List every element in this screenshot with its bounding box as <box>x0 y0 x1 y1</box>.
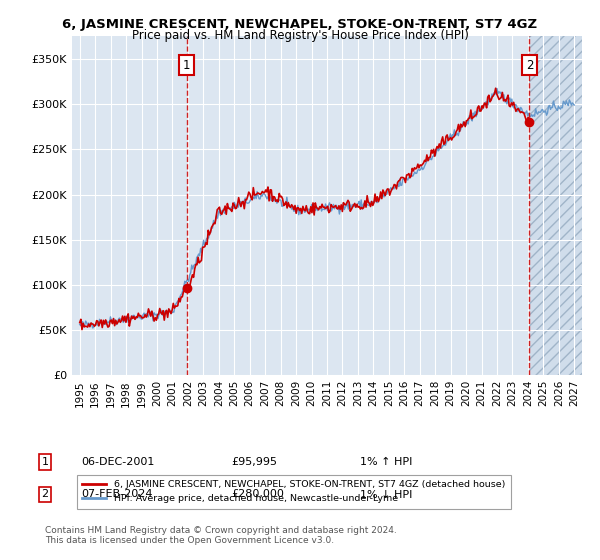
Bar <box>529 36 582 375</box>
Text: £95,995: £95,995 <box>231 457 277 467</box>
Text: 2: 2 <box>41 489 49 500</box>
Text: 2: 2 <box>526 59 533 72</box>
Text: 1% ↑ HPI: 1% ↑ HPI <box>360 457 412 467</box>
Text: 1: 1 <box>183 59 190 72</box>
Text: 06-DEC-2001: 06-DEC-2001 <box>81 457 154 467</box>
Text: 07-FEB-2024: 07-FEB-2024 <box>81 489 152 500</box>
Text: Price paid vs. HM Land Registry's House Price Index (HPI): Price paid vs. HM Land Registry's House … <box>131 29 469 42</box>
Text: 6, JASMINE CRESCENT, NEWCHAPEL, STOKE-ON-TRENT, ST7 4GZ: 6, JASMINE CRESCENT, NEWCHAPEL, STOKE-ON… <box>62 18 538 31</box>
Legend: 6, JASMINE CRESCENT, NEWCHAPEL, STOKE-ON-TRENT, ST7 4GZ (detached house), HPI: A: 6, JASMINE CRESCENT, NEWCHAPEL, STOKE-ON… <box>77 475 511 509</box>
Text: Contains HM Land Registry data © Crown copyright and database right 2024.
This d: Contains HM Land Registry data © Crown c… <box>45 526 397 545</box>
Text: 1: 1 <box>41 457 49 467</box>
Text: £280,000: £280,000 <box>231 489 284 500</box>
Bar <box>529 36 582 375</box>
Text: 1% ↓ HPI: 1% ↓ HPI <box>360 489 412 500</box>
